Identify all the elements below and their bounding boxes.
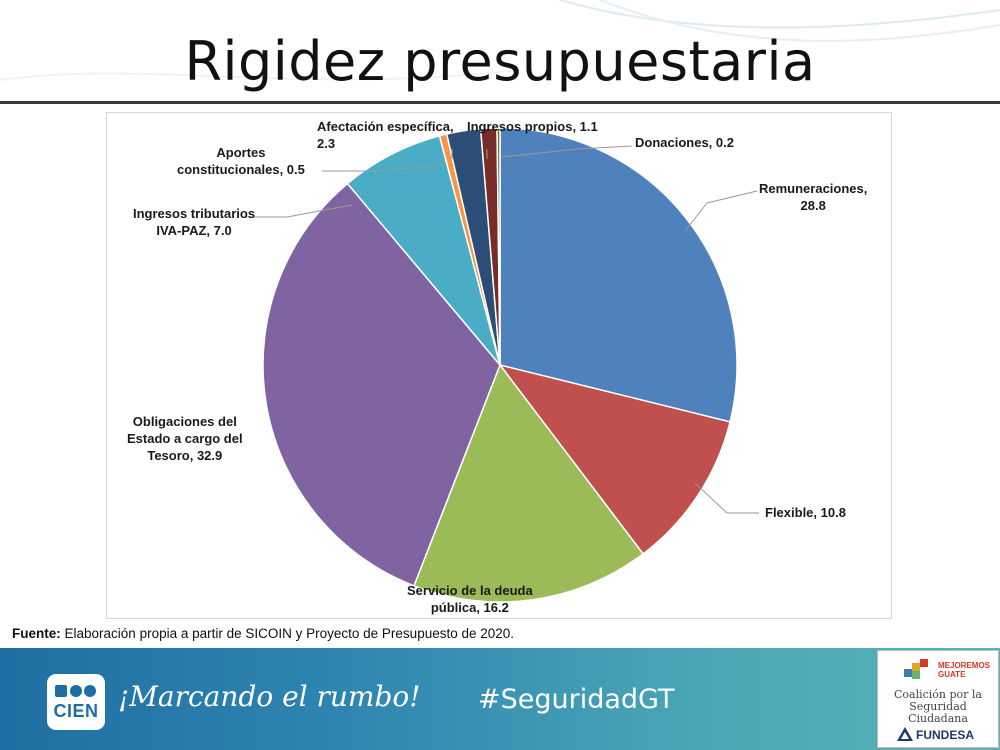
- coalition-logo: MEJOREMOS GUATE Coalición por la Segurida…: [877, 650, 999, 748]
- data-label-afectacion: Afectación específica, 2.3: [317, 119, 454, 151]
- source-note: Fuente: Elaboración propia a partir de S…: [12, 626, 514, 641]
- cien-logo-mark-icon: [55, 685, 96, 697]
- cien-logo: CIEN: [47, 674, 105, 730]
- pie-slice-ingresos-tributarios-iva-paz: [346, 134, 501, 366]
- coalition-name: Coalición por la Seguridad Ciudadana: [893, 688, 982, 725]
- mejoremos-guate-icon: [904, 659, 928, 679]
- slide-title: Rigidez presupuestaria: [184, 30, 816, 93]
- leader-line-flexible: [694, 482, 759, 514]
- mejoremos-guate-text: MEJOREMOS GUATE: [938, 661, 991, 679]
- leader-line-ingresos-tributarios-iva-paz: [245, 204, 353, 218]
- fundesa-name: FUNDESA: [916, 728, 975, 742]
- pie-slice-servicio-de-la-deuda-publica: [413, 363, 645, 603]
- fundesa-icon: [897, 727, 913, 741]
- pie-chart-canvas: [245, 127, 759, 603]
- data-label-aportes: Aportes constitucionales, 0.5: [177, 145, 305, 177]
- leader-line-remuneraciones: [684, 190, 758, 232]
- pie-slice-obligaciones-del-estado-a-cargo-del-tesoro: [262, 182, 501, 587]
- footer-hashtag: #SeguridadGT: [478, 684, 675, 715]
- title-divider: [0, 101, 1000, 104]
- data-label-remuneraciones: Remuneraciones, 28.8: [759, 181, 868, 213]
- source-label: Fuente:: [12, 626, 61, 641]
- pie-slice-remuneraciones: [499, 127, 738, 423]
- data-label-ingresos-propios: Ingresos propios, 1.1: [467, 119, 598, 134]
- data-label-ingresos-tributarios: Ingresos tributarios IVA-PAZ, 7.0: [133, 206, 256, 238]
- leader-line-aportes-constitucionales: [322, 164, 444, 172]
- footer-slogan: ¡Marcando el rumbo!: [118, 680, 421, 713]
- data-label-obligaciones: Obligaciones del Estado a cargo del Tesoro…: [127, 414, 243, 463]
- data-label-servicio-deuda: Servicio de la deuda pública, 16.2: [407, 583, 533, 615]
- pie-chart: Remuneraciones, 28.8 Flexible, 10.8 Servi…: [106, 112, 892, 619]
- background-swoosh: [0, 0, 1000, 81]
- source-text: Elaboración propia a partir de SICOIN y …: [64, 626, 515, 641]
- data-label-donaciones: Donaciones, 0.2: [635, 135, 734, 150]
- cien-logo-text: CIEN: [53, 701, 99, 721]
- pie-slice-flexible: [498, 363, 731, 555]
- pie-slice-donaciones: [496, 127, 501, 366]
- data-label-flexible: Flexible, 10.8: [765, 505, 846, 520]
- footer-band: CIEN ¡Marcando el rumbo! #SeguridadGT ME…: [0, 648, 1000, 750]
- leader-line-donaciones: [501, 145, 633, 158]
